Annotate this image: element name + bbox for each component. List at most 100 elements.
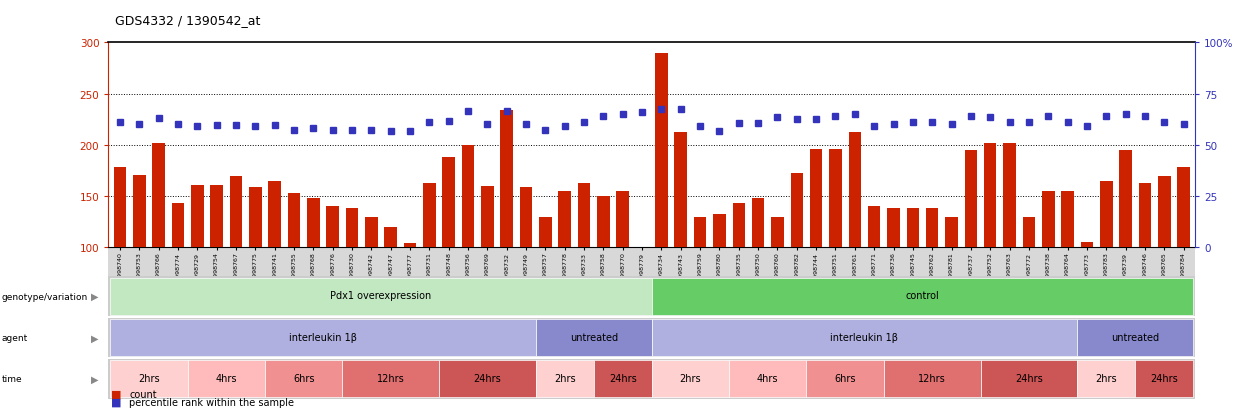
Text: 12hrs: 12hrs	[377, 373, 405, 383]
Bar	[578, 183, 590, 248]
Text: 24hrs: 24hrs	[1015, 373, 1043, 383]
Bar	[439, 361, 535, 397]
Bar	[849, 132, 862, 248]
Text: ▶: ▶	[91, 332, 98, 343]
Text: ▶: ▶	[91, 291, 98, 301]
Bar	[807, 361, 884, 397]
Bar	[462, 145, 474, 248]
Text: untreated: untreated	[570, 332, 618, 342]
Bar	[868, 207, 880, 248]
Text: interleukin 1β: interleukin 1β	[289, 332, 357, 342]
Bar	[1119, 151, 1132, 248]
Bar	[308, 199, 320, 248]
Bar	[1081, 243, 1093, 248]
Bar	[229, 176, 243, 248]
Text: 6hrs: 6hrs	[834, 373, 855, 383]
Bar	[403, 244, 416, 248]
Bar	[481, 187, 494, 248]
Bar	[884, 361, 981, 397]
Bar	[500, 111, 513, 248]
Bar	[965, 151, 977, 248]
Text: 4hrs: 4hrs	[757, 373, 778, 383]
Bar	[342, 361, 439, 397]
Text: agent: agent	[1, 333, 27, 342]
Bar	[713, 214, 726, 248]
Bar	[113, 168, 126, 248]
Bar	[809, 150, 823, 248]
Text: time: time	[1, 375, 22, 383]
Text: count: count	[129, 389, 157, 399]
Text: ■: ■	[111, 397, 121, 407]
Bar	[152, 144, 164, 248]
Bar	[288, 194, 300, 248]
Bar	[693, 217, 706, 248]
Bar	[111, 319, 535, 356]
Text: 2hrs: 2hrs	[680, 373, 701, 383]
Bar	[1178, 168, 1190, 248]
Bar	[1099, 181, 1113, 248]
Bar	[945, 217, 957, 248]
Bar	[346, 209, 359, 248]
Bar	[519, 188, 533, 248]
Bar	[652, 361, 730, 397]
Bar	[442, 158, 454, 248]
Text: percentile rank within the sample: percentile rank within the sample	[129, 397, 295, 407]
Bar	[730, 361, 807, 397]
Bar	[210, 185, 223, 248]
Bar	[598, 197, 610, 248]
Bar	[829, 150, 842, 248]
Bar	[981, 361, 1077, 397]
Bar	[385, 227, 397, 248]
Bar	[1077, 361, 1135, 397]
Bar	[190, 185, 204, 248]
Text: control: control	[905, 291, 940, 301]
Bar	[888, 209, 900, 248]
Bar	[111, 361, 188, 397]
Bar	[133, 175, 146, 248]
Text: 2hrs: 2hrs	[138, 373, 159, 383]
Bar	[906, 209, 919, 248]
Bar	[1022, 217, 1035, 248]
Bar	[984, 144, 996, 248]
Text: Pdx1 overexpression: Pdx1 overexpression	[330, 291, 432, 301]
Bar	[111, 278, 652, 315]
Bar	[188, 361, 265, 397]
Bar	[269, 181, 281, 248]
Text: ▶: ▶	[91, 374, 98, 384]
Bar	[771, 217, 784, 248]
Text: GDS4332 / 1390542_at: GDS4332 / 1390542_at	[115, 14, 260, 27]
Text: 2hrs: 2hrs	[554, 373, 575, 383]
Bar	[655, 54, 667, 248]
Bar	[1139, 183, 1152, 248]
Bar	[365, 217, 377, 248]
Text: 24hrs: 24hrs	[473, 373, 502, 383]
Bar	[675, 132, 687, 248]
Bar	[326, 207, 339, 248]
Bar	[652, 278, 1193, 315]
Bar	[423, 183, 436, 248]
Bar	[1003, 144, 1016, 248]
Text: 2hrs: 2hrs	[1096, 373, 1117, 383]
Text: genotype/variation: genotype/variation	[1, 292, 87, 301]
Text: interleukin 1β: interleukin 1β	[830, 332, 899, 342]
Bar	[1077, 319, 1193, 356]
Bar	[535, 361, 594, 397]
Bar	[1135, 361, 1193, 397]
Text: 24hrs: 24hrs	[1150, 373, 1178, 383]
Text: ■: ■	[111, 389, 121, 399]
Bar	[535, 319, 652, 356]
Bar	[616, 192, 629, 248]
Text: 6hrs: 6hrs	[293, 373, 315, 383]
Bar	[791, 173, 803, 248]
Bar	[594, 361, 652, 397]
Text: 12hrs: 12hrs	[919, 373, 946, 383]
Text: untreated: untreated	[1112, 332, 1159, 342]
Bar	[652, 319, 1077, 356]
Bar	[172, 204, 184, 248]
Bar	[559, 192, 571, 248]
Bar	[732, 204, 745, 248]
Bar	[1158, 176, 1170, 248]
Bar	[249, 188, 261, 248]
Text: 4hrs: 4hrs	[215, 373, 237, 383]
Bar	[539, 217, 552, 248]
